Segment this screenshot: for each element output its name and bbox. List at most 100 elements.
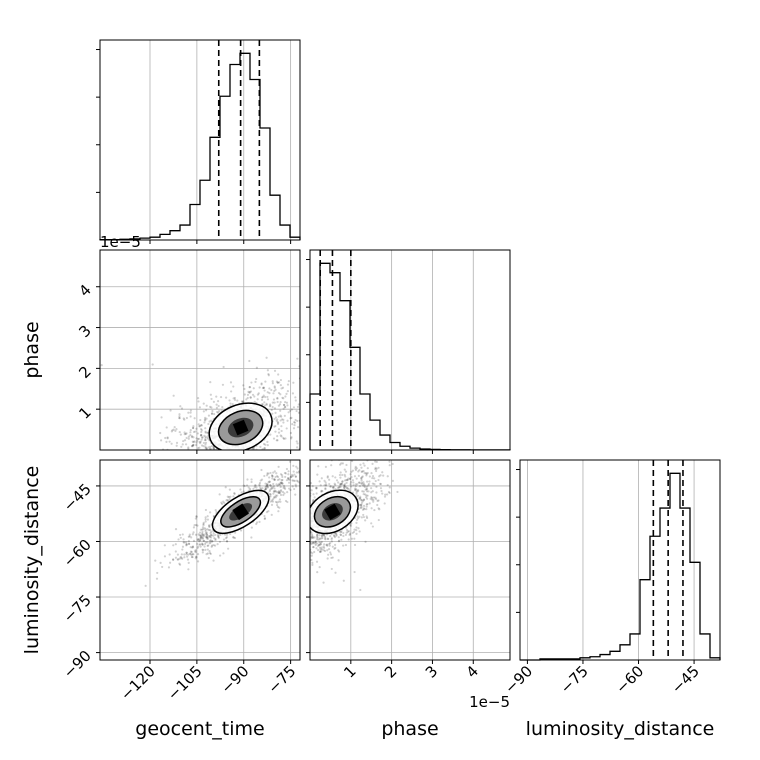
sample-point: [210, 530, 213, 533]
sample-point: [295, 440, 298, 443]
sample-point: [195, 441, 198, 444]
sample-point: [210, 412, 214, 415]
sample-point: [294, 493, 297, 496]
histogram-step: [309, 262, 511, 451]
xlabel-phase: phase: [381, 718, 438, 740]
sample-point: [322, 581, 325, 584]
sample-point: [185, 544, 188, 547]
sample-point: [210, 445, 214, 448]
sample-point: [324, 488, 327, 491]
sample-point: [178, 563, 182, 566]
sample-point: [315, 455, 317, 457]
sample-point: [356, 515, 359, 518]
sample-point: [372, 496, 376, 499]
sample-point: [359, 496, 362, 500]
sample-point: [222, 552, 225, 555]
x-tick-label: −75: [264, 662, 299, 697]
sample-point: [323, 479, 326, 482]
sample-point: [179, 536, 182, 539]
sample-point: [349, 477, 352, 480]
sample-point: [280, 474, 284, 477]
sample-point: [311, 536, 314, 539]
sample-point: [355, 488, 358, 491]
sample-point: [197, 545, 200, 548]
sample-point: [264, 487, 267, 491]
sample-point: [278, 506, 281, 509]
sample-point: [338, 485, 341, 488]
sample-point: [190, 435, 194, 439]
sample-point: [326, 475, 329, 478]
sample-point: [331, 485, 335, 489]
sample-point: [355, 467, 358, 470]
sample-point: [208, 552, 212, 555]
sample-point: [362, 507, 365, 510]
sample-point: [199, 433, 203, 436]
sample-point: [344, 475, 347, 478]
sample-point: [242, 400, 245, 403]
density-layer: [310, 460, 399, 592]
sample-point: [256, 393, 260, 396]
sample-point: [320, 546, 323, 549]
sample-point: [300, 466, 302, 468]
sample-point: [352, 530, 356, 533]
sample-point: [215, 406, 218, 409]
sample-point: [322, 534, 326, 537]
sample-point: [274, 411, 277, 414]
sample-point: [189, 409, 192, 412]
sample-point: [210, 406, 213, 409]
sample-point: [273, 478, 276, 481]
sample-point: [201, 537, 204, 540]
sample-point: [386, 493, 389, 496]
sample-point: [292, 427, 296, 430]
sample-point: [328, 542, 331, 546]
sample-point: [202, 549, 205, 552]
sample-point: [329, 542, 332, 545]
sample-point: [266, 485, 269, 488]
sample-point: [333, 535, 336, 538]
axes-frame: [99, 249, 301, 451]
sample-point: [271, 500, 275, 503]
sample-point: [278, 498, 282, 501]
sample-point: [339, 485, 342, 488]
sample-point: [316, 473, 319, 476]
sample-point: [224, 396, 228, 399]
sample-point: [270, 485, 273, 488]
sample-point: [342, 388, 344, 390]
sample-point: [276, 478, 280, 482]
sample-point: [344, 533, 348, 536]
sample-point: [298, 456, 300, 458]
sample-point: [352, 484, 355, 487]
contour-1sigma: [220, 496, 262, 528]
sample-point: [191, 444, 195, 447]
density-peak: [232, 419, 249, 436]
sample-point: [359, 463, 362, 466]
sample-point: [376, 503, 379, 507]
sample-point: [181, 557, 184, 560]
x-tick-label: 2: [381, 662, 400, 681]
contour-2sigma: [208, 402, 273, 450]
sample-point: [355, 490, 358, 494]
sample-point: [314, 543, 317, 547]
sample-point: [302, 467, 304, 469]
sample-point: [335, 479, 339, 482]
sample-point: [289, 417, 292, 420]
sample-point: [351, 469, 355, 472]
sample-point: [214, 533, 217, 537]
sample-point: [292, 479, 295, 482]
sample-point: [374, 479, 377, 483]
sample-point: [221, 406, 224, 409]
sample-point: [328, 544, 331, 547]
sample-point: [155, 577, 159, 580]
sample-point: [272, 398, 276, 401]
x-tick-label: −90: [217, 662, 252, 697]
x-tick-label: −75: [557, 662, 592, 697]
sample-point: [313, 536, 316, 539]
sample-point: [292, 464, 295, 467]
sample-point: [210, 536, 213, 539]
sample-point: [356, 518, 359, 521]
sample-point: [362, 470, 365, 473]
sample-point: [183, 556, 186, 559]
sample-point: [263, 517, 266, 521]
sample-point: [379, 474, 382, 477]
sample-point: [184, 443, 188, 446]
